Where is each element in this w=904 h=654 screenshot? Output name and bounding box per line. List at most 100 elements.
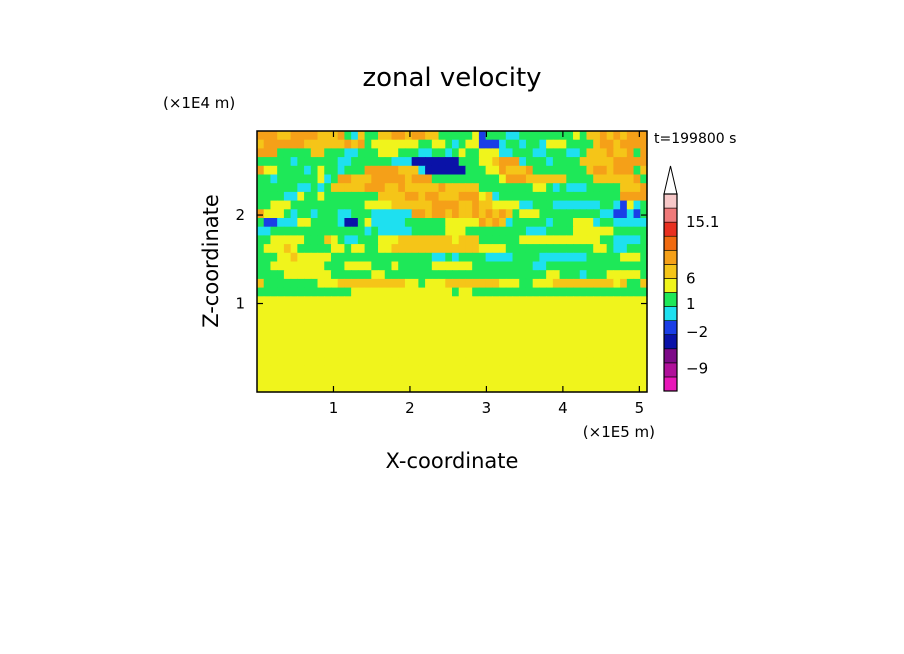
field-cell (425, 200, 433, 210)
field-cell (465, 200, 473, 210)
field-cell (472, 235, 480, 245)
field-cell (418, 148, 426, 158)
field-cell (492, 278, 500, 289)
field-cell (438, 261, 446, 271)
field-cell (404, 296, 413, 306)
field-cell (425, 252, 433, 263)
field-cell (357, 139, 366, 149)
field-cell (478, 313, 487, 323)
field-cell (499, 252, 507, 263)
field-cell (277, 200, 285, 210)
field-cell (566, 339, 574, 350)
field-cell (586, 287, 594, 297)
field-cell (351, 374, 359, 384)
field-cell (499, 261, 507, 271)
field-cell (337, 287, 346, 297)
field-cell (546, 200, 554, 210)
field-cell (384, 313, 393, 323)
field-cell (539, 252, 547, 263)
field-cell (613, 331, 621, 341)
field-cell (438, 174, 446, 184)
field-cell (505, 365, 514, 376)
field-cell (640, 148, 648, 158)
field-cell (512, 148, 520, 158)
field-cell (465, 148, 473, 158)
field-cell (317, 322, 325, 332)
field-cell (304, 252, 312, 263)
field-cell (566, 131, 574, 141)
field-cell (344, 139, 352, 149)
field-cell (337, 244, 346, 254)
field-cell (344, 287, 352, 297)
field-cell (606, 139, 614, 149)
field-cell (559, 305, 567, 315)
field-cell (606, 157, 614, 167)
field-cell (418, 252, 426, 263)
field-cell (263, 322, 272, 332)
field-cell (606, 278, 614, 289)
field-cell (458, 357, 467, 367)
field-cell (290, 383, 298, 393)
field-cell (330, 261, 339, 271)
field-cell (263, 339, 272, 350)
field-cell (304, 200, 312, 210)
field-cell (384, 157, 393, 167)
field-cell (344, 348, 352, 358)
field-cell (586, 218, 594, 228)
field-cell (613, 374, 621, 384)
field-cell (398, 331, 406, 341)
field-cell (478, 183, 487, 193)
x-tick-label: 5 (635, 399, 645, 417)
field-cell (404, 218, 413, 228)
field-cell (512, 278, 520, 289)
field-cell (478, 296, 487, 306)
field-cell (539, 287, 547, 297)
field-cell (384, 374, 393, 384)
field-cell (297, 209, 305, 219)
field-cell (465, 218, 473, 228)
field-cell (418, 348, 426, 358)
field-cell (532, 305, 541, 315)
field-cell (472, 139, 480, 149)
field-cell (270, 278, 278, 289)
field-cell (310, 148, 319, 158)
field-cell (620, 383, 628, 393)
field-cell (593, 365, 601, 376)
field-cell (559, 365, 567, 376)
field-cell (378, 365, 386, 376)
field-cell (357, 296, 366, 306)
field-cell (404, 287, 413, 297)
field-cell (552, 278, 561, 289)
field-cell (378, 200, 386, 210)
field-cell (458, 157, 467, 167)
field-cell (438, 322, 446, 332)
field-cell (357, 261, 366, 271)
field-cell (337, 235, 346, 245)
field-cell (465, 191, 473, 202)
field-cell (478, 339, 487, 350)
field-cell (418, 218, 426, 228)
field-cell (492, 365, 500, 376)
field-cell (445, 278, 453, 289)
field-cell (297, 226, 305, 236)
field-cell (431, 374, 440, 384)
field-cell (391, 218, 399, 228)
field-cell (257, 374, 265, 384)
field-cell (586, 313, 594, 323)
field-cell (626, 261, 635, 271)
field-cell (620, 296, 628, 306)
field-cell (593, 131, 601, 141)
field-cell (512, 374, 520, 384)
field-cell (606, 339, 614, 350)
field-cell (599, 235, 608, 245)
field-cell (297, 200, 305, 210)
field-cell (452, 348, 460, 358)
field-cell (519, 244, 527, 254)
colorbar-label: 1 (686, 295, 696, 313)
field-cell (579, 287, 588, 297)
field-cell (431, 383, 440, 393)
field-cell (613, 191, 621, 202)
field-cell (277, 348, 285, 358)
field-cell (633, 226, 641, 236)
field-cell (458, 209, 467, 219)
